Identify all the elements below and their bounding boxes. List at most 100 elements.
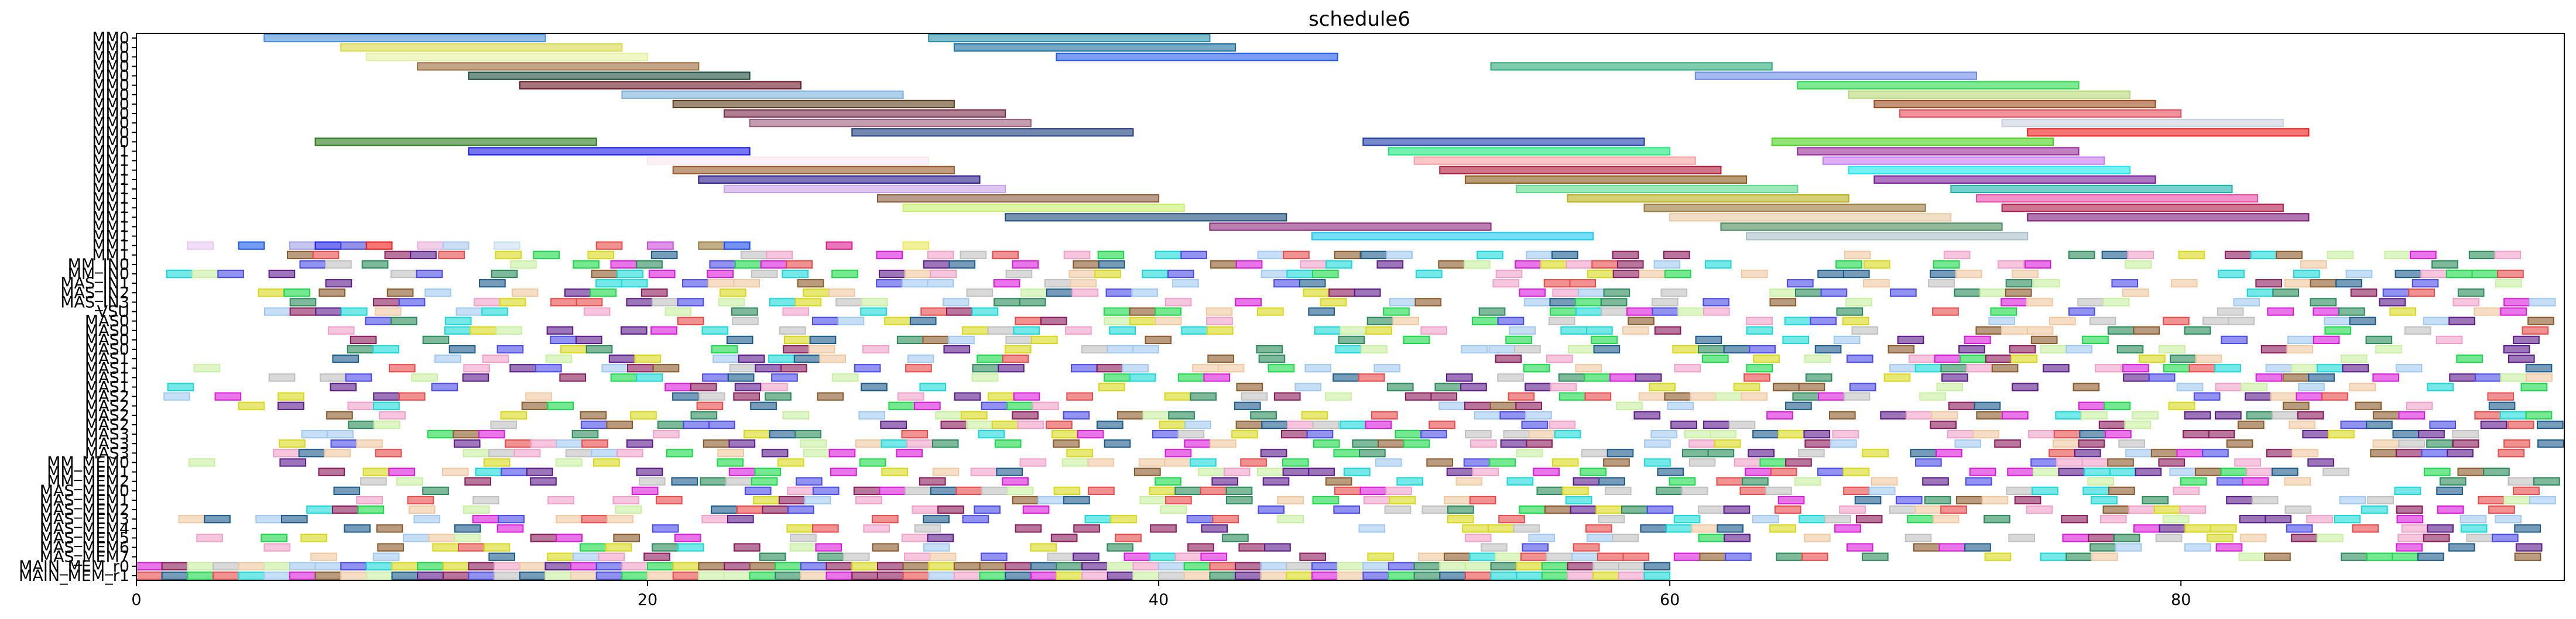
task-bar [583,307,611,316]
y-tick-label: MM1 [92,218,129,236]
y-tick-label: MAS1 [85,350,129,368]
task-bar [2226,439,2253,448]
task-bar [1354,288,1381,297]
task-bar [672,99,955,109]
task-bar [672,392,699,401]
task-bar [880,420,907,429]
task-bar [1798,383,1825,391]
task-bar [431,383,458,391]
task-bar [428,534,455,542]
task-bar [2302,430,2330,439]
task-bar [1955,496,1983,505]
task-bar [1334,250,1361,259]
task-bar [1742,477,1769,486]
task-bar [2091,496,2118,505]
task-bar [1710,430,1737,439]
task-bar [1231,430,1258,439]
task-bar [1180,250,1207,259]
task-bar [1260,269,1288,278]
task-bar [1990,307,2017,316]
task-bar [1212,515,1239,524]
task-bar [972,364,999,373]
task-bar [1167,269,1194,278]
task-bar [1975,194,2259,203]
task-bar [212,571,239,580]
task-bar [1129,373,1156,382]
task-bar [1286,562,1313,570]
y-tick-label: MM0 [92,105,129,123]
task-bar [728,439,756,448]
task-bar [2081,458,2109,467]
task-bar [1785,458,1812,467]
task-bar [888,401,916,410]
task-bar [289,298,317,307]
task-bar [1277,515,1304,524]
task-bar [312,250,340,259]
task-bar [238,401,265,410]
task-bar [664,383,691,391]
task-bar [2176,449,2204,458]
task-bar [560,345,587,354]
task-bar [2214,364,2241,373]
task-bar [1403,439,1430,448]
task-bar [1741,269,1768,278]
task-bar [1201,524,1228,533]
task-bar [1586,326,1613,335]
task-bar [942,298,970,307]
task-bar [519,571,546,580]
task-bar [2423,317,2450,325]
task-bar [581,515,608,524]
task-bar [733,392,761,401]
task-bar [1168,411,1195,420]
task-bar [544,571,572,580]
task-bar [919,477,946,486]
task-bar [1565,496,1592,505]
task-bar [896,449,923,458]
task-bar [2024,260,2051,269]
task-bar [1019,298,1046,307]
task-bar [672,562,700,570]
task-bar [724,241,751,250]
task-bar [1282,458,1309,467]
task-bar [1873,175,2156,184]
task-bar [238,571,265,580]
task-bar [2180,477,2207,486]
task-bar [314,241,342,250]
task-bar [953,43,1236,52]
task-bar [1040,317,1067,325]
task-bar [2068,307,2095,316]
task-bar [1562,486,1589,495]
task-bar [1549,298,1577,307]
task-bar [331,505,359,514]
task-bar [630,411,657,420]
task-bar [1936,383,1964,391]
task-bar [2437,505,2464,514]
task-bar [1558,392,1586,401]
task-bar [374,307,402,316]
task-bar [565,449,592,458]
task-bar [1418,552,1445,561]
task-bar [1664,392,1691,401]
task-bar [1046,420,1073,429]
task-bar [2478,496,2505,505]
task-bar [1622,552,1650,561]
task-bar [1931,411,1958,420]
task-bar [812,524,839,533]
task-bar [1704,260,1732,269]
task-bar [327,430,354,439]
task-bar [1847,543,1873,552]
task-bar [2163,364,2190,373]
task-bar [1209,571,1236,580]
task-bar [1833,335,1861,345]
task-bar [1455,477,1483,486]
task-bar [1281,430,1308,439]
task-bar [2221,335,2248,345]
task-bar [1104,317,1131,325]
task-bar [1649,383,1676,391]
task-bar [753,496,780,505]
task-bar [1359,449,1386,458]
task-bar [1365,326,1392,335]
task-bar [901,279,929,288]
task-bar [1405,392,1432,401]
task-bar [442,571,470,580]
